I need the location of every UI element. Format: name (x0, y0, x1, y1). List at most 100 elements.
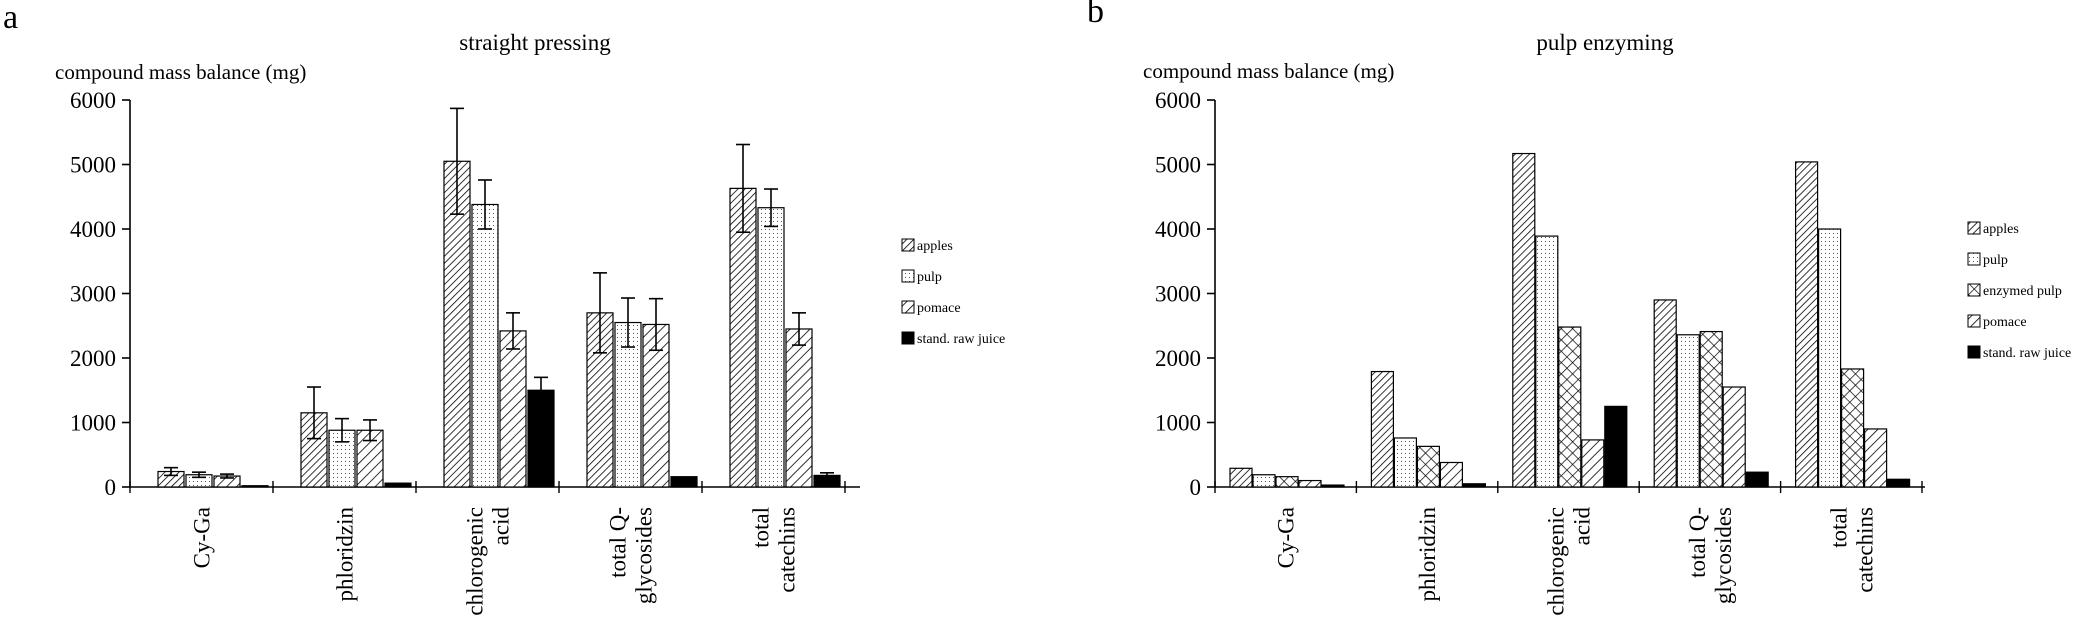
category-label-line: acid (1570, 507, 1595, 546)
bar (1653, 299, 1677, 488)
legend-label: pomace (1983, 315, 2027, 330)
legend-swatch (901, 331, 915, 345)
bar (785, 328, 813, 488)
bar (1229, 467, 1253, 488)
category-label: phloridzin (333, 507, 358, 602)
bar (1462, 483, 1487, 488)
panel-b-chart: 0 1000 2000 3000 4000 5000 6000 Cy-Ga phloridzin… (1155, 88, 2071, 616)
legend-swatch (1967, 252, 1981, 266)
y-tick-label: 1000 (1155, 411, 1201, 436)
bar (1840, 368, 1865, 488)
y-tick-label: 6000 (1155, 88, 1201, 113)
category-label-line: Cy-Ga (190, 507, 215, 568)
bar (1604, 405, 1628, 488)
category-label-line: total (1826, 507, 1851, 548)
bar (241, 485, 269, 488)
bar (1581, 439, 1605, 488)
y-tick-label: 2000 (1155, 346, 1201, 371)
panel-b-title: pulp enzyming (1536, 30, 1674, 55)
category-label: chlorogenicacid (463, 507, 514, 616)
bar (1252, 474, 1276, 488)
legend-label: enzymed pulp (1983, 284, 2062, 299)
category-label-line: catechins (1852, 507, 1877, 593)
bar (1676, 334, 1700, 488)
category-label: chlorogenicacid (1544, 507, 1595, 616)
y-tick-label: 0 (1190, 475, 1202, 500)
bar (1794, 161, 1819, 488)
panel-a-ylabel: compound mass balance (mg) (55, 60, 306, 84)
panel-a-letter: a (3, 0, 18, 36)
bar (1722, 386, 1746, 488)
panel-b-ylabel: compound mass balance (mg) (1143, 59, 1394, 83)
category-label-line: catechins (775, 507, 800, 593)
bar (1370, 370, 1395, 488)
y-tick-label: 4000 (70, 217, 116, 242)
bar (1699, 330, 1723, 488)
category-label-line: chlorogenic (1544, 507, 1569, 616)
bar (499, 330, 527, 488)
legend-label: pomace (917, 301, 961, 316)
legend-swatch (901, 300, 915, 314)
y-tick-label: 0 (105, 475, 117, 500)
legend-swatch (1967, 283, 1981, 297)
legend-swatch (901, 238, 915, 252)
bar (443, 160, 471, 488)
category-label-line: phloridzin (1415, 507, 1440, 602)
bar (328, 429, 356, 488)
bar (1275, 476, 1299, 488)
category-label: Cy-Ga (190, 507, 215, 568)
bar (1393, 437, 1418, 488)
category-label-line: total Q- (606, 507, 631, 578)
bar (1745, 471, 1769, 488)
bar (1416, 445, 1441, 488)
bar (1298, 479, 1322, 488)
legend-label: apples (1983, 222, 2019, 237)
bar (1886, 478, 1911, 488)
panel-a-title: straight pressing (459, 30, 611, 55)
category-label: total Q-glycosides (1685, 507, 1736, 604)
legend-label: pulp (917, 270, 942, 285)
bar (614, 321, 642, 488)
y-tick-label: 5000 (1155, 153, 1201, 178)
legend-label: pulp (1983, 253, 2008, 268)
bar (729, 187, 757, 488)
bar (642, 323, 670, 488)
category-label: totalcatechins (1826, 507, 1877, 593)
bar (1535, 235, 1559, 488)
bar (1558, 326, 1582, 488)
y-tick-label: 6000 (70, 88, 116, 113)
category-label: phloridzin (1415, 507, 1440, 602)
bar (670, 476, 698, 488)
legend-label: apples (917, 239, 953, 254)
bar (1863, 428, 1888, 488)
bar (384, 482, 412, 488)
panel-b-letter: b (1087, 0, 1104, 30)
category-label: total Q-glycosides (606, 507, 657, 604)
panel-a-chart: 0 1000 2000 3000 4000 5000 6000 Cy-Ga phloridzin… (70, 88, 1005, 616)
y-tick-label: 4000 (1155, 217, 1201, 242)
y-tick-label: 5000 (70, 153, 116, 178)
bar (1439, 461, 1464, 488)
bar (527, 389, 555, 488)
legend-swatch (901, 269, 915, 283)
legend-swatch (1967, 221, 1981, 235)
category-label-line: glycosides (1711, 507, 1736, 604)
bar (1321, 484, 1345, 488)
bar (1817, 228, 1842, 488)
category-label: Cy-Ga (1274, 507, 1299, 568)
y-tick-label: 2000 (70, 346, 116, 371)
category-label: totalcatechins (749, 507, 800, 593)
y-tick-label: 3000 (1155, 282, 1201, 307)
bar (471, 203, 499, 488)
legend-label: stand. raw juice (917, 332, 1005, 347)
category-label-line: total (749, 507, 774, 548)
legend-label: stand. raw juice (1983, 346, 2071, 361)
legend-swatch (1967, 345, 1981, 359)
category-label-line: chlorogenic (463, 507, 488, 616)
category-label-line: total Q- (1685, 507, 1710, 578)
legend-swatch (1967, 314, 1981, 328)
category-label-line: phloridzin (333, 507, 358, 602)
category-label-line: glycosides (632, 507, 657, 604)
y-tick-label: 3000 (70, 282, 116, 307)
